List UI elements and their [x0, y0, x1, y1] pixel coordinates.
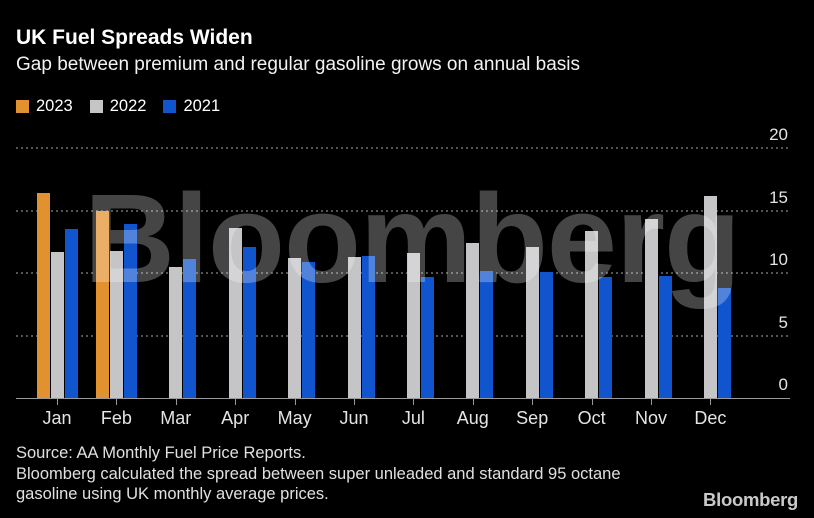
x-axis-label-jul: Jul	[401, 408, 425, 428]
x-axis-tick-jan	[57, 398, 58, 405]
y-axis-label-10: 10	[769, 250, 788, 269]
legend-label-2022: 2022	[109, 97, 147, 115]
x-axis-tick-may	[294, 398, 296, 405]
bar-aug-2021	[480, 270, 494, 398]
x-axis-label-jan: Jan	[42, 408, 72, 428]
legend-item-2023: 2023	[16, 97, 73, 116]
x-axis-tick-nov	[651, 398, 652, 405]
y-axis-label-15: 15	[769, 187, 788, 207]
chart-subtitle: Gap between premium and regular gasoline…	[16, 54, 581, 75]
y-axis-label-5: 5	[778, 312, 788, 332]
bar-dec-2021	[717, 288, 731, 398]
x-axis-tick-jun	[354, 398, 355, 405]
bar-jan-2023	[36, 193, 50, 398]
x-axis-label-nov: Nov	[634, 408, 667, 428]
bar-jan-2021	[64, 229, 78, 398]
y-axis-label-20: 20	[769, 125, 788, 144]
bar-mar-2021	[183, 259, 197, 398]
bloomberg-logo: Bloomberg	[703, 489, 798, 510]
legend-swatch-2022	[89, 100, 103, 113]
x-axis-tick-jul	[413, 398, 415, 405]
bar-may-2022	[288, 258, 302, 398]
plot-area: 0 5 10 15 20 Jan Feb Mar Apr May Jun Jul Aug Sep Oct No…	[16, 126, 790, 440]
x-axis-label-jun: Jun	[339, 408, 369, 428]
x-axis-tick-oct	[591, 398, 593, 405]
bar-apr-2021	[242, 246, 256, 398]
bar-feb-2021	[123, 224, 137, 398]
bar-jun-2022	[347, 256, 361, 398]
bar-jan-2022	[50, 251, 64, 398]
bar-nov-2022	[644, 219, 658, 398]
bar-dec-2022	[703, 195, 717, 398]
source-line: Bloomberg calculated the spread between …	[16, 464, 621, 483]
source-line: Source: AA Monthly Fuel Price Reports.	[16, 444, 306, 462]
x-axis-tick-dec	[710, 398, 712, 405]
legend: 2023 2022 2021	[16, 97, 237, 116]
y-axis-label-0: 0	[778, 375, 788, 394]
bar-may-2021	[302, 261, 316, 398]
bar-sep-2022	[525, 246, 539, 398]
bar-oct-2022	[585, 230, 599, 398]
bar-jul-2021	[420, 276, 434, 398]
x-axis-label-oct: Oct	[577, 408, 606, 428]
legend-item-2022: 2022	[89, 97, 147, 116]
legend-swatch-2021	[163, 100, 177, 113]
x-axis-tick-mar	[175, 398, 177, 405]
x-axis-label-dec: Dec	[694, 408, 727, 428]
x-axis-tick-sep	[532, 398, 534, 405]
x-axis-tick-feb	[116, 398, 118, 405]
legend-label-2021: 2021	[183, 97, 221, 115]
bar-aug-2022	[466, 243, 480, 398]
x-axis-tick-apr	[235, 398, 237, 405]
x-axis-label-aug: Aug	[456, 408, 489, 428]
bar-oct-2021	[599, 276, 613, 398]
x-axis-line	[16, 398, 790, 399]
bar-jul-2022	[406, 253, 420, 398]
chart-title: UK Fuel Spreads Widen	[16, 26, 253, 49]
bar-nov-2021	[658, 275, 672, 398]
x-axis-label-may: May	[277, 408, 312, 428]
bar-feb-2023	[95, 210, 109, 398]
source-note: Source: AA Monthly Fuel Price Reports. B…	[16, 443, 621, 505]
legend-item-2021: 2021	[163, 97, 220, 116]
legend-swatch-2023	[16, 100, 29, 113]
x-axis-label-sep: Sep	[516, 408, 549, 428]
bar-mar-2022	[169, 266, 183, 398]
gridline-10	[16, 272, 790, 274]
bar-feb-2022	[109, 250, 123, 398]
bar-sep-2021	[539, 271, 553, 398]
x-axis-label-feb: Feb	[100, 408, 132, 428]
legend-label-2023: 2023	[36, 97, 73, 115]
x-axis-label-mar: Mar	[160, 408, 192, 428]
gridline-20	[16, 147, 790, 149]
bar-jun-2021	[361, 255, 375, 398]
source-line: gasoline using UK monthly average prices…	[16, 485, 329, 503]
gridline-5	[16, 334, 790, 337]
x-axis-tick-aug	[472, 398, 474, 405]
bar-apr-2022	[228, 228, 242, 398]
x-axis-label-apr: Apr	[221, 408, 250, 428]
gridline-15	[16, 209, 790, 212]
